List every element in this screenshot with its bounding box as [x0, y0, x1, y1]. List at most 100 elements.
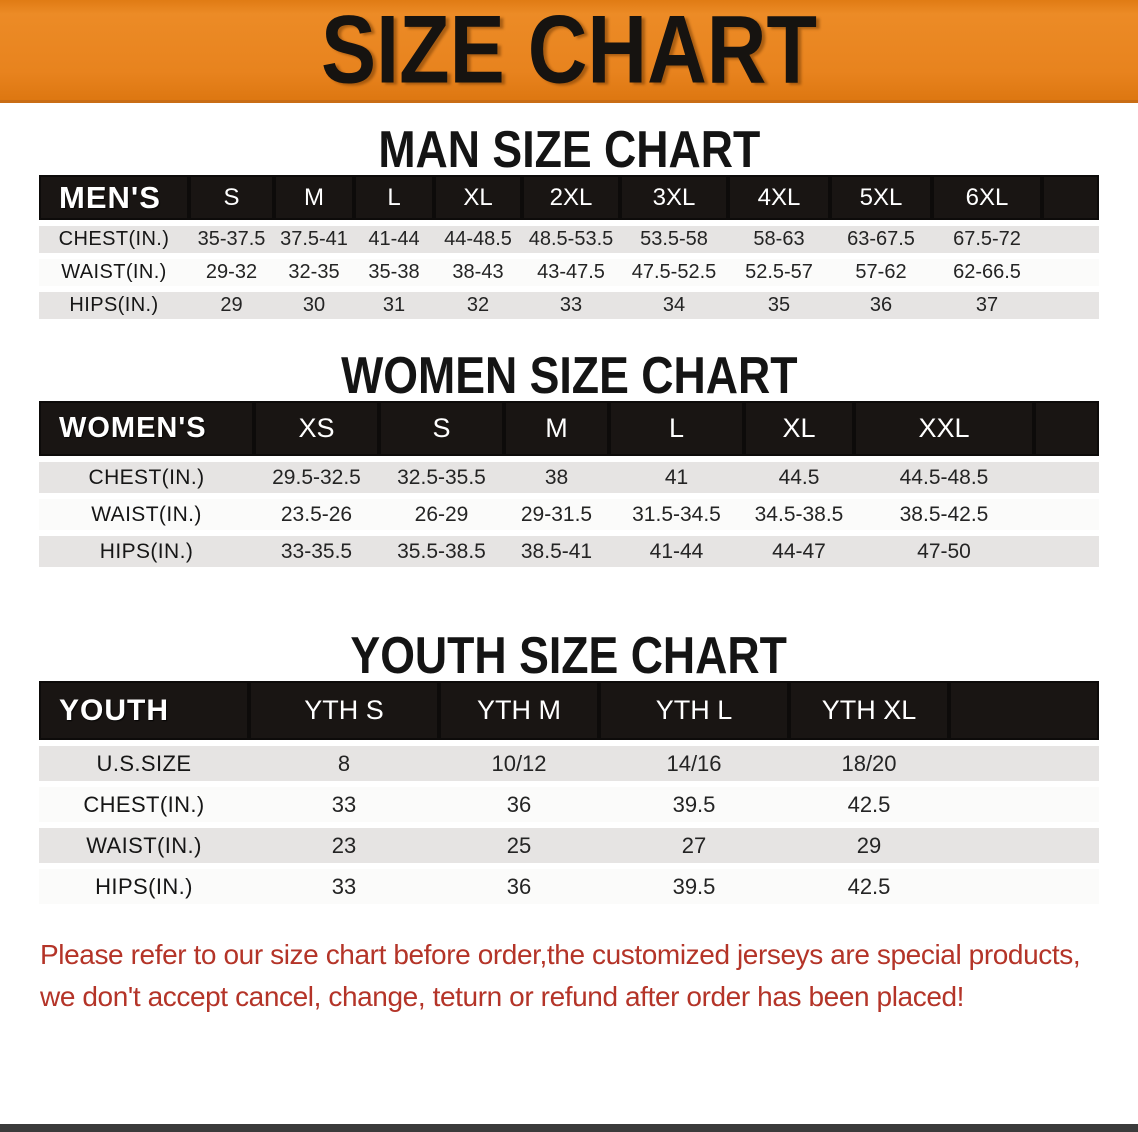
data-cell: 35.5-38.5 [379, 533, 504, 573]
data-cell: 58-63 [728, 223, 830, 259]
table-row: U.S.SIZE 8 10/12 14/16 18/20 [39, 743, 1099, 787]
data-cell: 47-50 [854, 533, 1034, 573]
data-cell: 33-35.5 [254, 533, 379, 573]
data-cell: 29 [789, 825, 949, 869]
table-header-label: WOMEN'S [39, 401, 254, 462]
row-label: HIPS(IN.) [39, 289, 189, 325]
women-section-title-text: WOMEN SIZE CHART [340, 347, 798, 406]
data-cell: 39.5 [599, 866, 789, 910]
table-row: HIPS(IN.) 29 30 31 32 33 34 35 36 37 [39, 289, 1099, 325]
data-cell: 41 [609, 459, 744, 499]
data-cell: 29.5-32.5 [254, 459, 379, 499]
table-header-label: YOUTH [39, 681, 249, 746]
data-cell: 23.5-26 [254, 496, 379, 536]
column-header: 6XL [932, 175, 1042, 226]
row-label: HIPS(IN.) [39, 533, 254, 573]
data-cell: 41-44 [354, 223, 434, 259]
row-label: HIPS(IN.) [39, 866, 249, 910]
man-section-title-text: MAN SIZE CHART [378, 121, 760, 180]
size-charts: MAN SIZE CHART MEN'S S M L XL 2XL 3XL 4XL 5XL 6XL… [0, 121, 1138, 910]
data-cell: 10/12 [439, 743, 599, 787]
youth-section-title: YOUTH SIZE CHART [0, 631, 1138, 683]
column-header: XXL [854, 401, 1034, 462]
data-cell: 52.5-57 [728, 256, 830, 292]
bottom-edge-bar [0, 1124, 1138, 1132]
banner: SIZE CHART [0, 0, 1138, 103]
row-filler [1034, 533, 1099, 573]
data-cell: 18/20 [789, 743, 949, 787]
data-cell: 36 [830, 289, 932, 325]
women-section-title: WOMEN SIZE CHART [0, 347, 1138, 406]
data-cell: 26-29 [379, 496, 504, 536]
data-cell: 41-44 [609, 533, 744, 573]
data-cell: 42.5 [789, 866, 949, 910]
column-header: S [379, 401, 504, 462]
data-cell: 29 [189, 289, 274, 325]
table-header-label: MEN'S [39, 175, 189, 226]
column-header: M [504, 401, 609, 462]
table-row: WAIST(IN.) 23 25 27 29 [39, 825, 1099, 869]
data-cell: 34 [620, 289, 728, 325]
data-cell: 42.5 [789, 784, 949, 828]
header-filler [1042, 175, 1099, 226]
banner-title: SIZE CHART [321, 0, 817, 104]
data-cell: 43-47.5 [522, 256, 620, 292]
data-cell: 39.5 [599, 784, 789, 828]
column-header: YTH S [249, 681, 439, 746]
row-filler [1034, 459, 1099, 499]
data-cell: 29-32 [189, 256, 274, 292]
table-header-row: WOMEN'S XS S M L XL XXL [39, 401, 1099, 462]
column-header: XS [254, 401, 379, 462]
column-header: M [274, 175, 354, 226]
women-size-table: WOMEN'S XS S M L XL XXL CHEST(IN.) 29.5-32.5 32.5… [39, 401, 1099, 573]
data-cell: 62-66.5 [932, 256, 1042, 292]
column-header: 4XL [728, 175, 830, 226]
row-label: WAIST(IN.) [39, 825, 249, 869]
table-row: HIPS(IN.) 33-35.5 35.5-38.5 38.5-41 41-44 44-… [39, 533, 1099, 573]
data-cell: 35 [728, 289, 830, 325]
column-header: YTH L [599, 681, 789, 746]
data-cell: 36 [439, 784, 599, 828]
data-cell: 33 [522, 289, 620, 325]
row-filler [1042, 289, 1099, 325]
data-cell: 32 [434, 289, 522, 325]
column-header: YTH M [439, 681, 599, 746]
data-cell: 31.5-34.5 [609, 496, 744, 536]
data-cell: 37 [932, 289, 1042, 325]
table-header-row: YOUTH YTH S YTH M YTH L YTH XL [39, 681, 1099, 746]
header-filler [949, 681, 1099, 746]
data-cell: 25 [439, 825, 599, 869]
row-filler [1042, 223, 1099, 259]
data-cell: 63-67.5 [830, 223, 932, 259]
table-row: CHEST(IN.) 29.5-32.5 32.5-35.5 38 41 44.5 44.5… [39, 459, 1099, 499]
data-cell: 33 [249, 866, 439, 910]
table-row: CHEST(IN.) 35-37.5 37.5-41 41-44 44-48.5 48.5… [39, 223, 1099, 259]
row-filler [1042, 256, 1099, 292]
data-cell: 44-47 [744, 533, 854, 573]
data-cell: 29-31.5 [504, 496, 609, 536]
data-cell: 67.5-72 [932, 223, 1042, 259]
column-header: 5XL [830, 175, 932, 226]
data-cell: 33 [249, 784, 439, 828]
data-cell: 44.5-48.5 [854, 459, 1034, 499]
data-cell: 34.5-38.5 [744, 496, 854, 536]
table-row: CHEST(IN.) 33 36 39.5 42.5 [39, 784, 1099, 828]
man-section-title: MAN SIZE CHART [0, 121, 1138, 180]
data-cell: 31 [354, 289, 434, 325]
data-cell: 32-35 [274, 256, 354, 292]
data-cell: 38.5-41 [504, 533, 609, 573]
data-cell: 37.5-41 [274, 223, 354, 259]
column-header: L [354, 175, 434, 226]
row-filler [1034, 496, 1099, 536]
column-header: XL [744, 401, 854, 462]
data-cell: 8 [249, 743, 439, 787]
table-row: WAIST(IN.) 29-32 32-35 35-38 38-43 43-47.5 47.… [39, 256, 1099, 292]
data-cell: 48.5-53.5 [522, 223, 620, 259]
disclaimer-line-1: Please refer to our size chart before or… [40, 939, 1081, 970]
table-row: WAIST(IN.) 23.5-26 26-29 29-31.5 31.5-34.5 34… [39, 496, 1099, 536]
row-filler [949, 825, 1099, 869]
data-cell: 35-38 [354, 256, 434, 292]
column-header: S [189, 175, 274, 226]
row-label: WAIST(IN.) [39, 256, 189, 292]
data-cell: 23 [249, 825, 439, 869]
